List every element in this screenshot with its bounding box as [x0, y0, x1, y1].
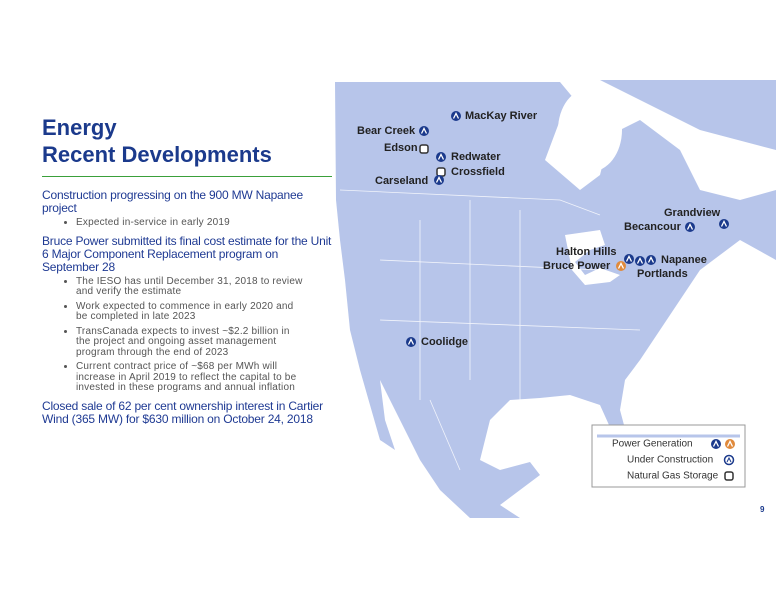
title-rule: [42, 176, 332, 177]
icon-storage: [419, 144, 429, 154]
bullet: The IESO has until December 31, 2018 to …: [76, 276, 306, 298]
title: Energy Recent Developments: [42, 114, 332, 168]
location-label: Crossfield: [451, 166, 505, 178]
icon-glyph: [437, 153, 445, 160]
location-label: Becancour: [624, 221, 682, 233]
location-label: Napanee: [661, 254, 707, 266]
bullet: Expected in-service in early 2019: [76, 217, 306, 229]
location-label: Halton Hills: [556, 246, 617, 258]
icon-glyph: [407, 338, 415, 345]
text-panel: Energy Recent Developments Construction p…: [42, 114, 332, 429]
icon-glyph: [726, 456, 732, 463]
icon-storage: [436, 167, 446, 177]
icon-construction: [723, 454, 735, 466]
hudson-bay: [558, 88, 622, 172]
icon-glyph: [420, 127, 428, 134]
icon-glyph: [617, 262, 625, 269]
location-label: Grandview: [664, 207, 721, 219]
items: Construction progressing on the 900 MW N…: [42, 189, 332, 426]
arctic-islands: [600, 80, 776, 150]
icon-glyph: [686, 223, 694, 230]
location-label: MacKay River: [465, 110, 538, 122]
location-label: Bear Creek: [357, 125, 416, 137]
icon-glyph: [435, 176, 443, 183]
title-line: Recent Developments: [42, 142, 272, 167]
page-number: 9: [760, 505, 765, 514]
location-label: Edson: [384, 142, 418, 154]
icon-glyph: [726, 440, 734, 447]
location-label: Coolidge: [421, 336, 468, 348]
land: [335, 82, 776, 518]
icon-glyph: [712, 440, 720, 447]
icon-glyph: [647, 256, 655, 263]
bullet: TransCanada expects to invest ~$2.2 bill…: [76, 326, 306, 359]
borders: [339, 189, 641, 471]
location-label: Redwater: [451, 151, 501, 163]
legend-label: Natural Gas Storage: [627, 471, 719, 482]
location-label: Portlands: [637, 268, 688, 280]
icon-glyph: [452, 112, 460, 119]
title-line: Energy: [42, 115, 117, 140]
icon-glyph: [720, 220, 728, 227]
item-text: Construction progressing on the 900 MW N…: [42, 188, 303, 215]
item-text: Closed sale of 62 per cent ownership int…: [42, 398, 323, 426]
legend-label: Power Generation: [612, 439, 693, 450]
location-label: Bruce Power: [543, 260, 611, 272]
icon-storage: [724, 471, 734, 481]
bullet: Current contract price of ~$68 per MWh w…: [76, 361, 306, 394]
bullet-list: The IESO has until December 31, 2018 to …: [42, 276, 332, 394]
great-lakes: [565, 230, 620, 285]
icon-glyph: [636, 257, 644, 264]
location-label: Carseland: [375, 175, 428, 187]
legend-label: Under Construction: [627, 455, 713, 466]
item-text: Bruce Power submitted its final cost est…: [42, 233, 332, 274]
bullet: Work expected to commence in early 2020 …: [76, 301, 306, 323]
icon-glyph: [625, 255, 633, 262]
bullet-list: Expected in-service in early 2019: [42, 217, 332, 229]
